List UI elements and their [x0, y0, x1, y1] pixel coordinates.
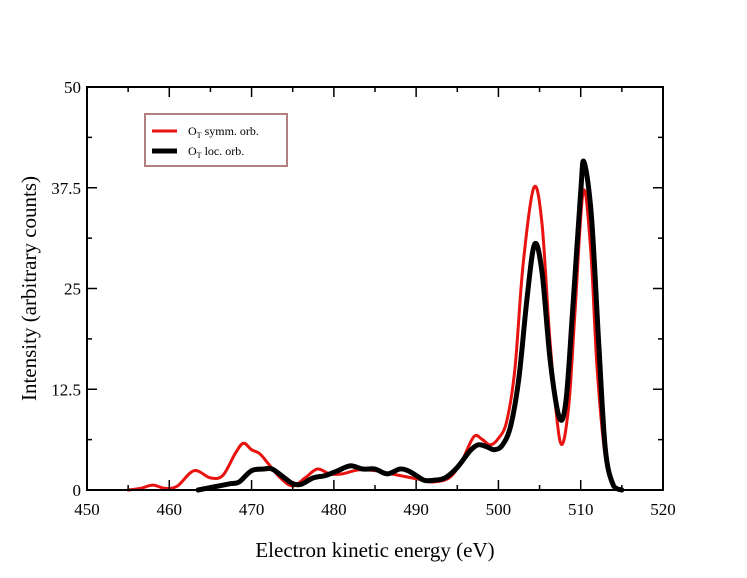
x-tick-label: 470	[239, 500, 265, 519]
series-layer	[126, 158, 625, 493]
y-tick-label: 37.5	[51, 179, 81, 198]
x-tick-label: 480	[321, 500, 347, 519]
x-tick-label: 520	[650, 500, 676, 519]
tick-layer: 450 460 470 480 490 500 510 520 0 12.5 25 37.5 50	[51, 78, 676, 519]
x-axis-label: Electron kinetic energy (eV)	[255, 538, 494, 562]
x-tick-label: 460	[157, 500, 183, 519]
legend-label-loc-main: O	[188, 144, 197, 158]
y-tick-label: 25	[64, 280, 81, 299]
legend-label-loc-sub: T	[197, 151, 202, 160]
y-tick-label: 0	[73, 481, 82, 500]
x-tick-label: 500	[486, 500, 512, 519]
x-tick-label: 490	[403, 500, 429, 519]
y-tick-label: 12.5	[51, 380, 81, 399]
legend-label-loc-rest: loc. orb.	[202, 144, 245, 158]
y-tick-label: 50	[64, 78, 81, 97]
x-tick-label: 510	[568, 500, 594, 519]
legend-label-symm: OT symm. orb.	[188, 124, 259, 140]
series-line-loc-orb	[195, 158, 625, 493]
x-tick-label: 450	[74, 500, 100, 519]
legend-label-symm-sub: T	[197, 131, 202, 140]
legend-label-symm-main: O	[188, 124, 197, 138]
legend-label-symm-rest: symm. orb.	[202, 124, 259, 138]
legend: OT symm. orb. OT loc. orb.	[144, 113, 288, 167]
legend-label-loc: OT loc. orb.	[188, 144, 244, 160]
y-axis-label: Intensity (arbitrary counts)	[17, 176, 41, 401]
legend-box	[144, 113, 288, 167]
